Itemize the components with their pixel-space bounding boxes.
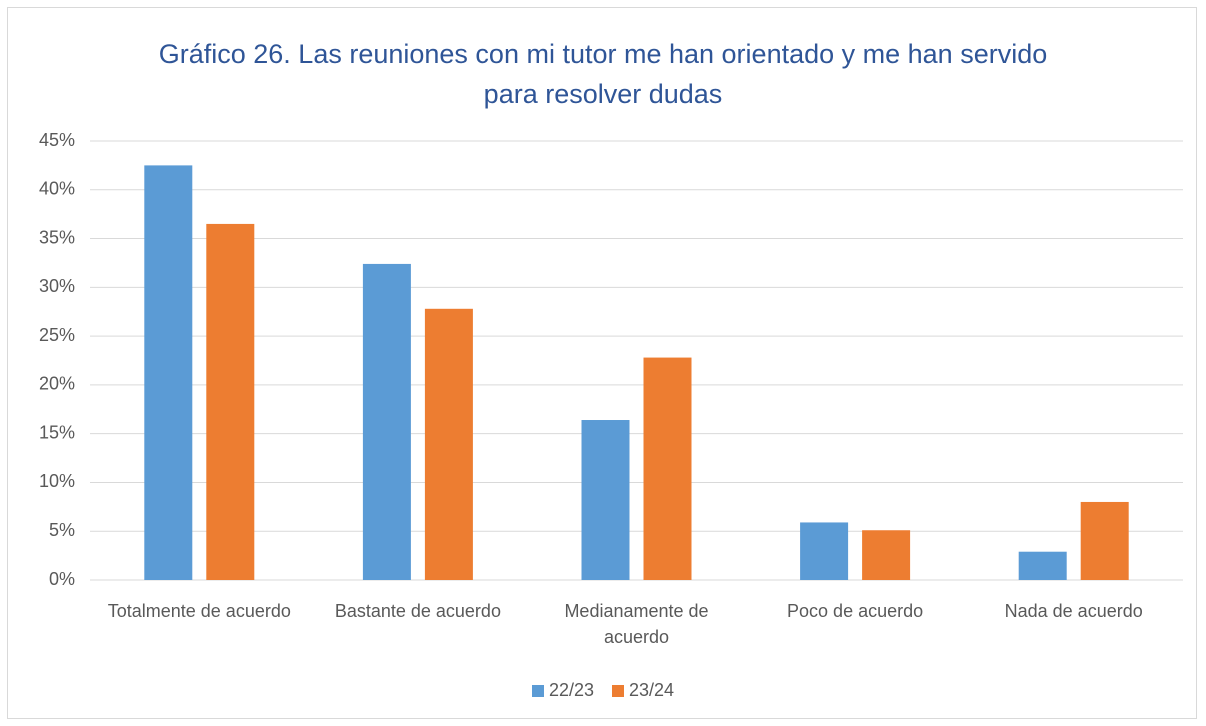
chart-frame	[7, 7, 1197, 719]
bar	[862, 530, 911, 580]
y-tick-label: 0%	[49, 569, 75, 589]
bar	[362, 263, 411, 580]
bar	[424, 308, 473, 580]
y-tick-label: 35%	[39, 227, 75, 247]
x-tick-label: Poco de acuerdo	[787, 601, 924, 621]
x-tick-label: Nada de acuerdo	[1004, 601, 1143, 621]
bar	[643, 357, 692, 580]
bar	[144, 165, 193, 580]
legend-item: 23/24	[612, 680, 674, 701]
y-tick-label: 40%	[39, 179, 75, 199]
legend-swatch	[531, 684, 544, 697]
legend-label: 22/23	[548, 680, 594, 700]
bar	[206, 223, 255, 580]
chart-title: Gráfico 26. Las reuniones con mi tutor m…	[158, 39, 1048, 109]
y-tick-label: 15%	[39, 422, 75, 442]
y-tick-label: 5%	[49, 520, 75, 540]
legend-label: 23/24	[629, 680, 675, 700]
bar	[800, 522, 849, 580]
x-tick-label: Totalmente de acuerdo	[107, 601, 291, 621]
y-tick-label: 45%	[39, 130, 75, 150]
y-tick-label: 25%	[39, 325, 75, 345]
bar	[1080, 501, 1129, 580]
y-tick-label: 20%	[39, 374, 75, 394]
bar	[581, 420, 630, 580]
legend: 22/23 23/24	[0, 680, 1206, 701]
legend-swatch	[612, 684, 624, 697]
bar	[1018, 551, 1067, 580]
x-tick-label: Bastante de acuerdo	[334, 601, 501, 621]
y-tick-label: 30%	[39, 276, 75, 296]
legend-item: 22/23	[531, 680, 594, 701]
y-tick-label: 10%	[39, 471, 75, 491]
x-tick-label: Medianamente de acuerdo	[564, 601, 709, 647]
